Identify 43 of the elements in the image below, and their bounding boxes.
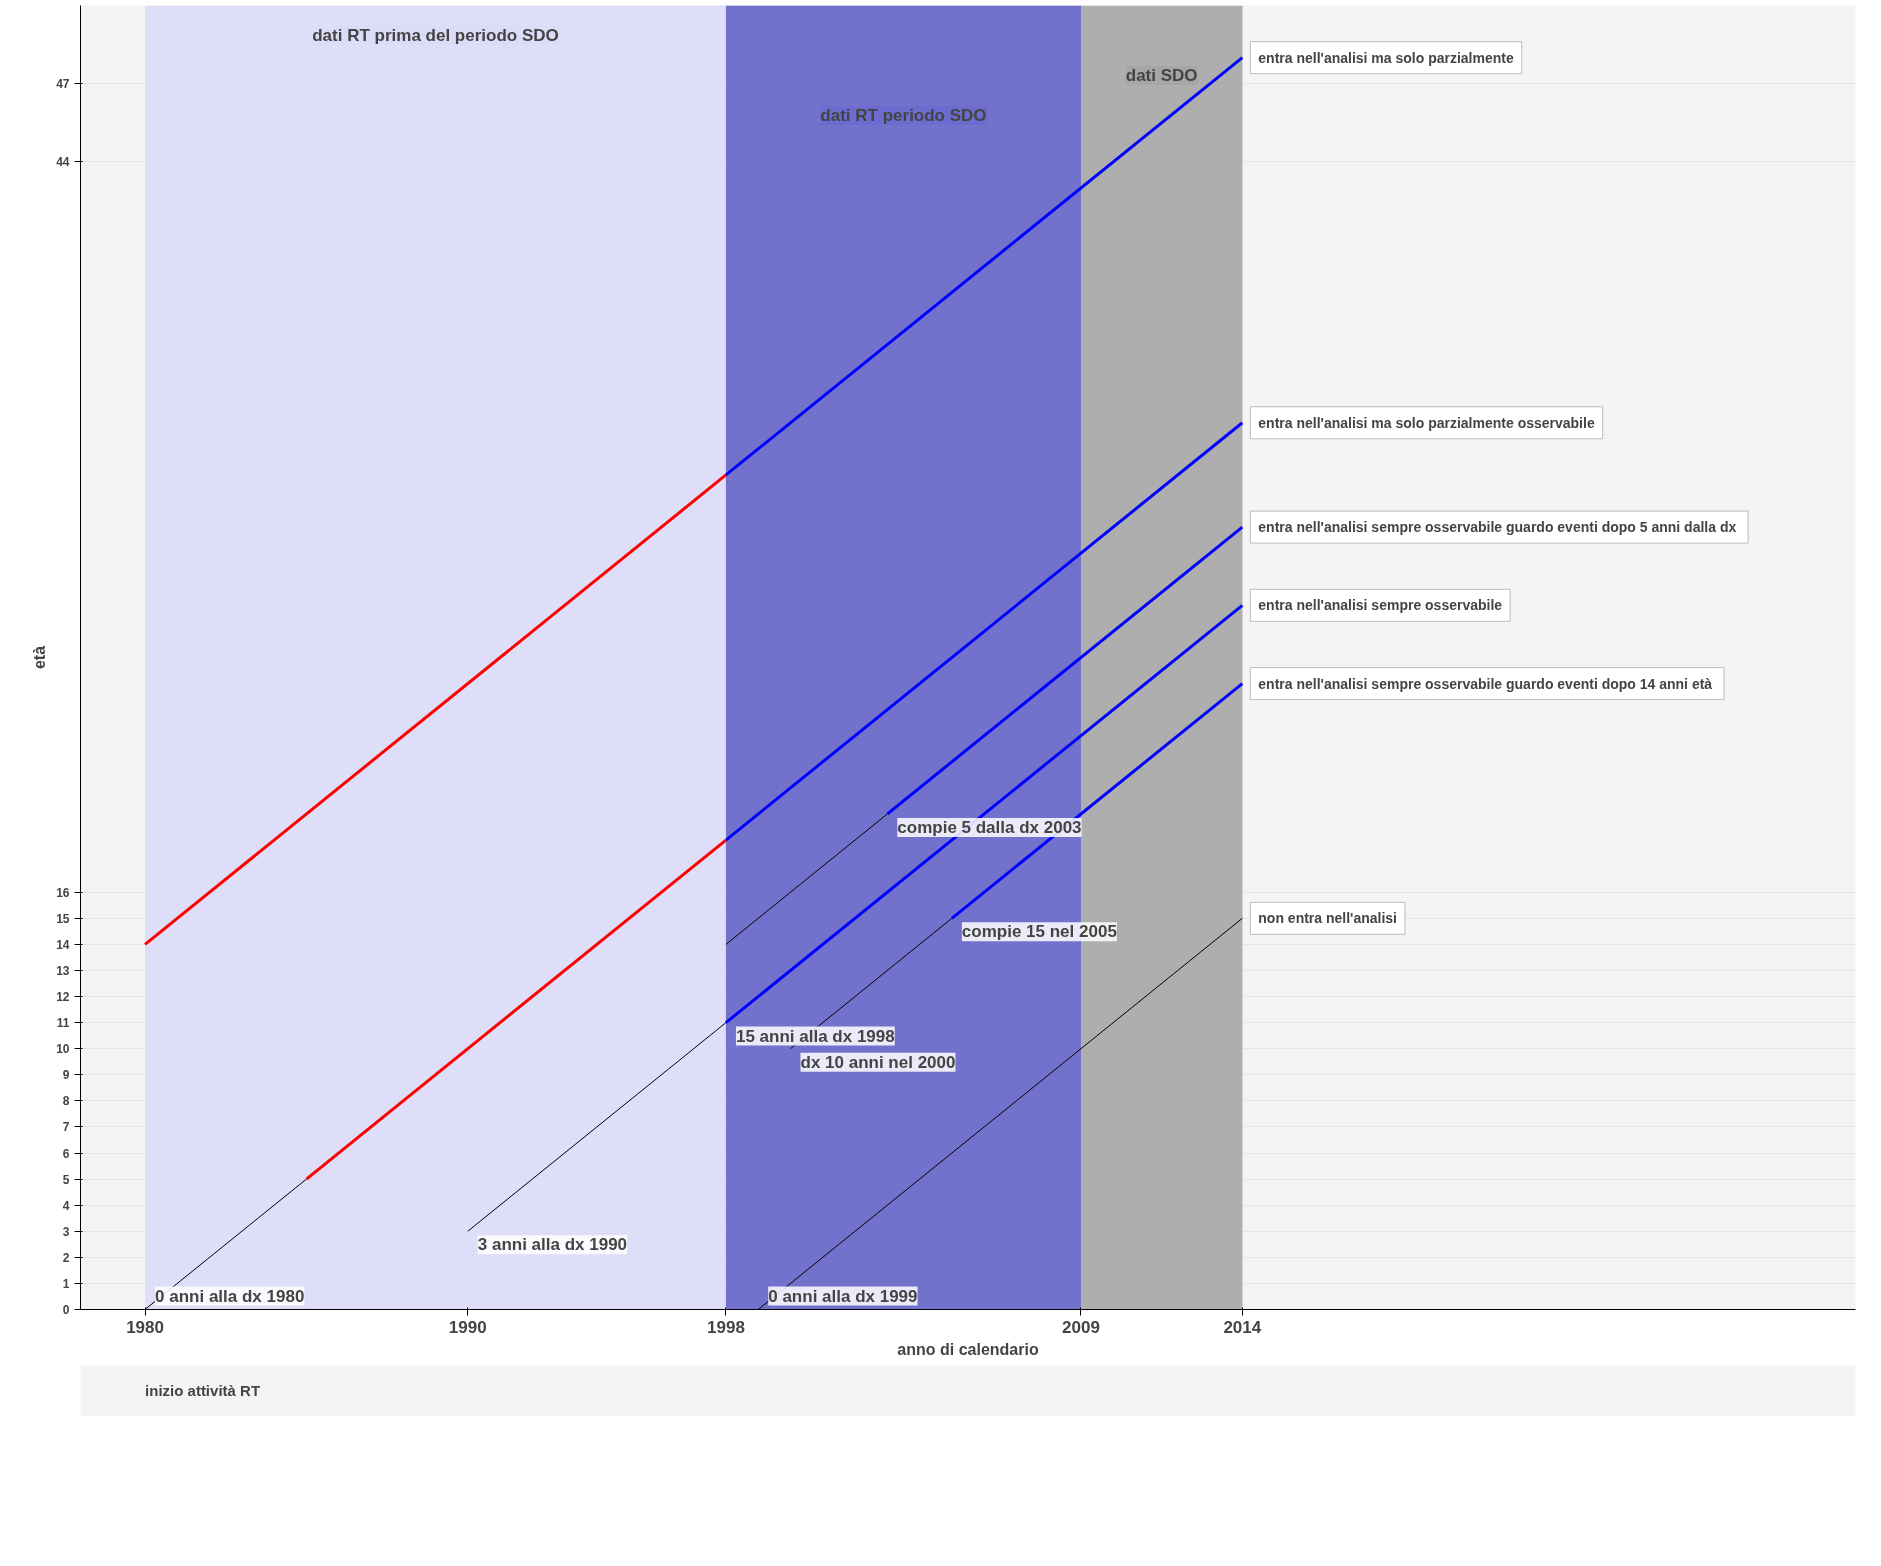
y-tick-label: 8	[62, 1094, 70, 1109]
annotation: 15 anni alla dx 1998	[735, 1026, 895, 1046]
y-tick-label: 13	[56, 963, 70, 978]
annotation: entra nell'analisi ma solo parzialmente osservabile	[1258, 414, 1595, 431]
y-tick-label: 14	[56, 937, 70, 952]
y-tick-label: 0	[62, 1303, 70, 1317]
y-tick-label: 11	[56, 1016, 70, 1031]
x-tick-label: 1998	[707, 1317, 745, 1337]
y-tick-label: 4	[62, 1198, 70, 1213]
x-axis-title: anno di calendario	[897, 1340, 1039, 1358]
y-tick-label: 1	[62, 1276, 70, 1291]
annotation: compie 15 nel 2005	[961, 922, 1117, 942]
y-tick-label: 7	[62, 1120, 70, 1135]
text: inizio attività RT	[145, 1382, 261, 1399]
x-tick-label: 2009	[1062, 1317, 1100, 1337]
annotation: entra nell'analisi ma solo parzialmente	[1258, 49, 1514, 66]
y-axis-title: età	[31, 645, 49, 670]
x-tick-label: 1990	[448, 1317, 487, 1337]
y-tick-label: 9	[62, 1068, 70, 1083]
annotation: 0 anni alla dx 1999	[768, 1286, 918, 1306]
y-tick-label: 6	[62, 1146, 70, 1161]
annotation: compie 5 dalla dx 2003	[897, 817, 1082, 837]
annotation: entra nell'analisi sempre osservabile guardo eventi dopo 14 anni età	[1258, 675, 1713, 692]
y-tick-label: 15	[56, 911, 70, 926]
y-tick-label: 5	[62, 1172, 70, 1187]
band-label: dati RT periodo SDO	[820, 106, 987, 125]
y-tick-label: 12	[56, 990, 70, 1005]
x-tick-label: 2014	[1223, 1317, 1262, 1337]
annotation: 0 anni alla dx 1980	[155, 1286, 305, 1306]
y-tick-label: 16	[56, 885, 70, 900]
band-label: dati RT prima del periodo SDO	[312, 26, 559, 45]
annotation: non entra nell'analisi	[1258, 910, 1398, 927]
band-label: dati SDO	[1125, 66, 1198, 85]
y-tick-label: 3	[62, 1224, 70, 1239]
y-tick-label: 44	[56, 155, 70, 170]
x-tick-label: 1980	[126, 1317, 164, 1337]
y-tick-label: 2	[62, 1250, 70, 1265]
annotation: dx 10 anni nel 2000	[800, 1052, 956, 1072]
annotation: entra nell'analisi sempre osservabile	[1258, 597, 1503, 614]
y-tick-label: 10	[56, 1042, 70, 1057]
y-tick-label: 47	[56, 77, 70, 92]
annotation: 3 anni alla dx 1990	[477, 1235, 628, 1255]
annotation: entra nell'analisi sempre osservabile guardo eventi dopo 5 anni dalla dx	[1258, 519, 1737, 536]
